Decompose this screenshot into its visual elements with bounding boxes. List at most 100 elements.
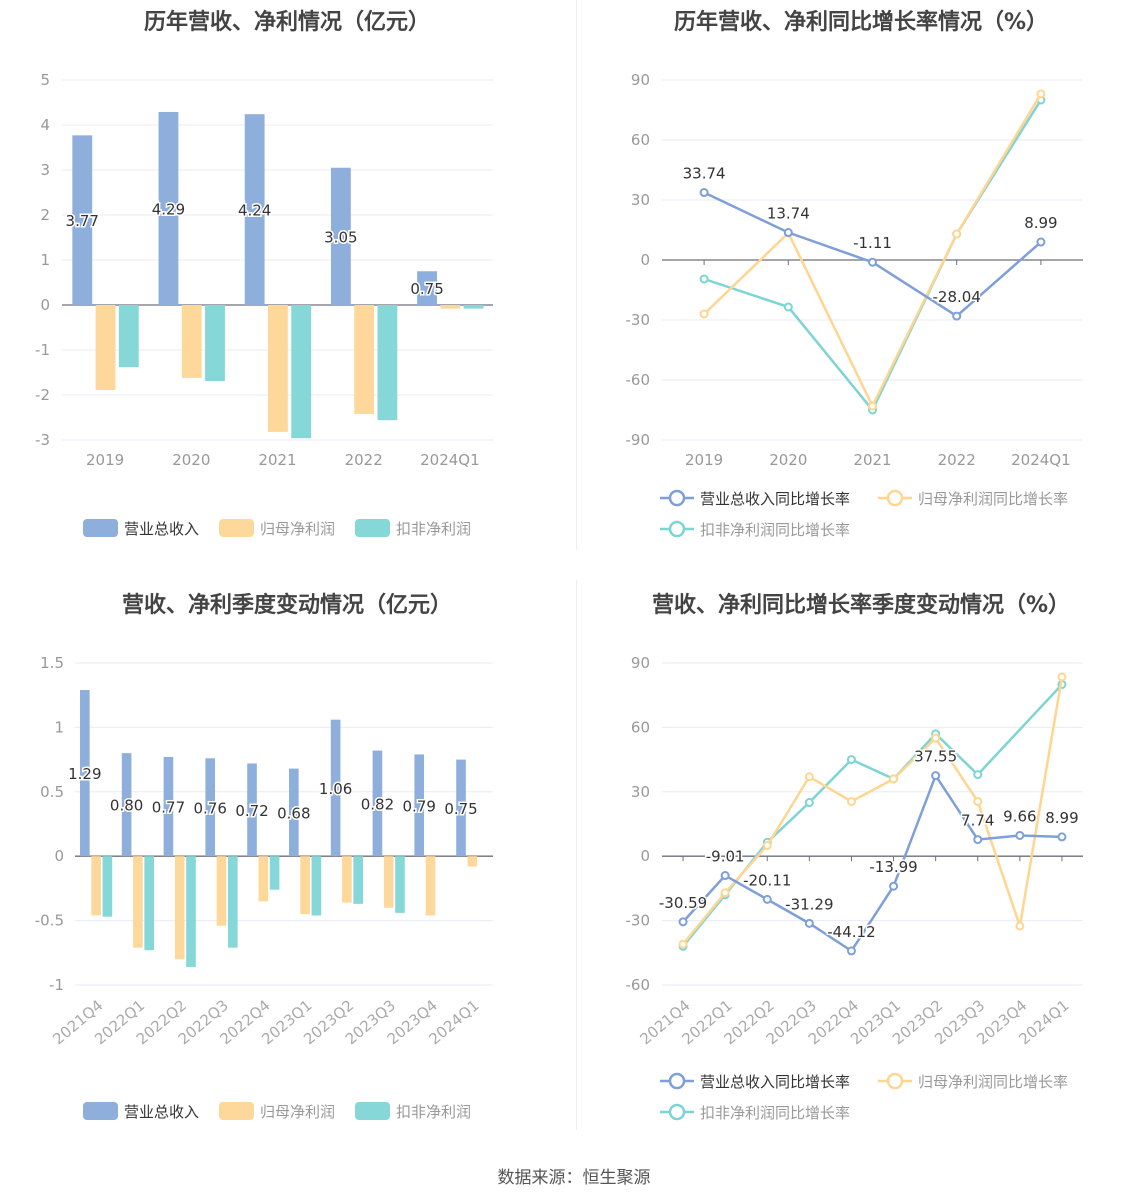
bar-data-label: 3.05 [324, 228, 357, 246]
legend-swatch [83, 1102, 118, 1120]
bar-data-label: 4.29 [152, 200, 185, 218]
data-point [846, 796, 856, 806]
legend-label: 扣非净利润 [396, 520, 471, 538]
line-data-label: 37.55 [914, 748, 957, 766]
legend-label: 扣非净利润同比增长率 [700, 1104, 850, 1122]
data-point [973, 835, 983, 845]
legend-label: 扣非净利润 [396, 1103, 471, 1121]
y-tick-label: -60 [626, 371, 651, 389]
bar-revenue [417, 271, 437, 305]
line-data-label: 9.66 [1003, 807, 1036, 825]
bar-parent-profit [216, 856, 227, 926]
data-point [804, 772, 814, 782]
line-data-label: -9.01 [706, 848, 745, 866]
y-tick-label: -30 [626, 912, 651, 930]
y-tick-label: -1 [49, 976, 64, 994]
line-revenue-growth [682, 772, 1062, 953]
data-point [699, 309, 709, 319]
data-point [1057, 672, 1067, 682]
bar-revenue [414, 754, 425, 857]
x-tick-label: 2022 [938, 451, 976, 469]
divider [576, 0, 577, 550]
bar-revenue [289, 768, 299, 857]
legend-swatch [219, 519, 254, 537]
quarterly-growth-panel: 营收、净利同比增长率季度变动情况（%） 90 60 30 0 -30 -60 2021Q4 2… [574, 580, 1148, 1140]
data-point [846, 946, 856, 956]
bar-deducted-profit [144, 856, 155, 951]
bar-revenue [158, 111, 179, 305]
bar-data-label: 0.68 [277, 804, 310, 822]
bar-parent-profit [181, 305, 202, 378]
data-point [1036, 89, 1046, 99]
bar-data-label: 0.77 [152, 799, 185, 817]
bar-data-label: 4.24 [238, 202, 271, 220]
data-point [1015, 830, 1025, 840]
bar-revenue [205, 758, 216, 857]
data-point [699, 188, 709, 198]
bar-deducted-profit [291, 305, 312, 439]
line-data-label: -1.11 [853, 234, 892, 252]
chart-title: 营收、净利同比增长率季度变动情况（%） [651, 593, 1071, 618]
bar-revenue [330, 719, 341, 857]
line-data-label: 13.74 [767, 205, 810, 223]
bar-revenue [163, 757, 174, 857]
bar-deducted-profit [377, 305, 398, 421]
legend-label: 归母净利润同比增长率 [918, 1073, 1068, 1091]
data-point [804, 918, 814, 928]
divider [576, 580, 577, 1130]
x-tick-label: 2019 [86, 451, 124, 469]
y-tick-label: 30 [631, 191, 650, 209]
y-tick-label: -60 [626, 976, 651, 994]
y-tick-label: 0 [640, 847, 650, 865]
data-point [952, 229, 962, 239]
data-point [868, 401, 877, 411]
legend-circle-icon [886, 489, 904, 507]
annual-revenue-profit-panel: 历年营收、净利情况（亿元） 5 4 3 2 1 0 -1 -2 -3 2019 2020 2021 20… [0, 0, 574, 560]
legend-circle-icon [668, 1103, 686, 1121]
y-tick-label: 60 [631, 718, 650, 736]
bar-parent-profit [440, 305, 461, 309]
bar-data-label: 0.72 [235, 802, 268, 820]
bar-revenue [121, 753, 132, 857]
legend-swatch [355, 519, 390, 537]
bar-data-label: 0.75 [410, 280, 443, 298]
data-point [868, 257, 877, 267]
legend-circle-icon [668, 520, 686, 538]
bar-revenue [372, 750, 383, 857]
legend-label: 扣非净利润同比增长率 [700, 521, 850, 539]
y-tick-label: 4 [40, 116, 50, 134]
legend-circle-icon [668, 1072, 686, 1090]
annual-growth-panel: 历年营收、净利同比增长率情况（%） 90 60 30 0 -30 -60 -90 2019 20… [574, 0, 1148, 560]
chart-title: 历年营收、净利同比增长率情况（%） [673, 10, 1049, 35]
bar-data-label: 0.76 [194, 799, 227, 817]
bar-deducted-profit [269, 856, 280, 890]
y-tick-label: -90 [626, 431, 651, 449]
bar-parent-profit [268, 305, 288, 432]
bar-deducted-profit [353, 856, 364, 904]
bar-deducted-profit [463, 305, 484, 309]
data-point [678, 939, 688, 949]
line-data-label: 7.74 [961, 812, 994, 830]
data-point [1036, 237, 1046, 247]
legend-label: 营业总收入同比增长率 [700, 1073, 850, 1091]
y-tick-label: 3 [40, 161, 50, 179]
legend-label: 营业总收入 [124, 520, 199, 538]
line-data-label: -31.29 [785, 895, 833, 913]
line-data-label: 8.99 [1024, 214, 1057, 232]
data-point [931, 771, 941, 781]
bar-data-label: 0.80 [110, 797, 143, 815]
bar-parent-profit [354, 305, 375, 414]
y-tick-label: 1 [40, 251, 50, 269]
line-data-label: -28.04 [933, 288, 981, 306]
line-data-label: 33.74 [683, 165, 726, 183]
bar-deducted-profit [227, 856, 238, 948]
bar-data-label: 0.82 [361, 795, 394, 813]
legend-label: 营业总收入 [124, 1103, 199, 1121]
bar-revenue [330, 167, 351, 305]
y-tick-label: 2 [40, 206, 50, 224]
bar-parent-profit [258, 856, 269, 902]
bar-parent-profit [95, 305, 116, 391]
legend-swatch [83, 519, 118, 537]
annual-growth-chart: 90 60 30 0 -30 -60 -90 2019 2020 2021 2022 2024Q1 33… [626, 71, 1083, 539]
data-point [889, 881, 899, 891]
